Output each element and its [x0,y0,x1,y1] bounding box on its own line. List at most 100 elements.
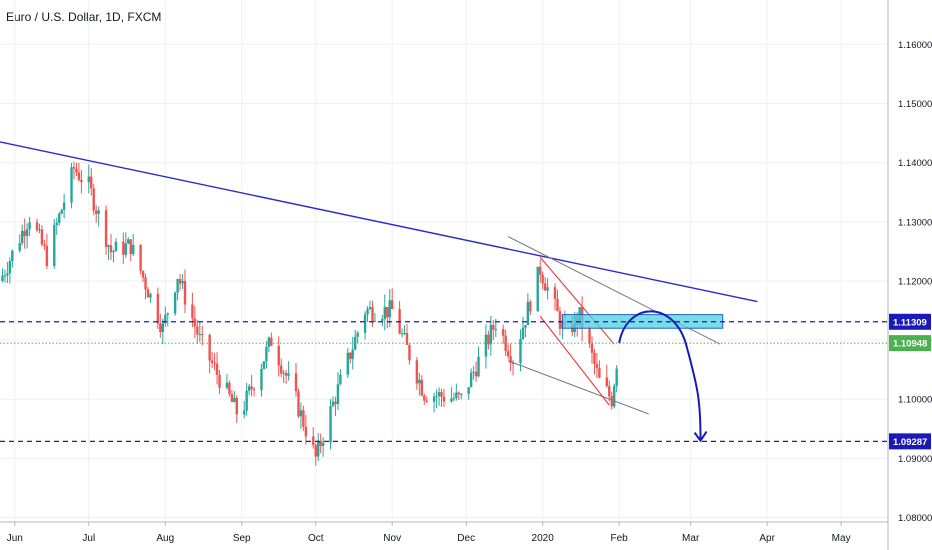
candle-down [40,229,44,245]
candle-down [386,306,389,318]
candle-down [23,230,26,237]
y-tick-label: 1.16000 [898,40,932,51]
candle-up [546,287,549,291]
x-tick-label: Aug [156,533,174,544]
candle-up [25,229,29,237]
candle-up [247,386,251,391]
candle-up [317,440,320,457]
candle-down [319,440,322,446]
candle-up [260,368,263,391]
candle-up [383,306,386,320]
candle-down [284,372,288,376]
current-price-label-bg [889,335,931,352]
candle-down [595,363,599,369]
candle-up [55,222,58,226]
candle-up [460,393,463,395]
candle-down [72,167,76,169]
y-tick-label: 1.13000 [898,217,932,228]
candle-down [391,300,394,310]
candle-down [543,283,547,291]
x-tick-label: 2020 [532,533,555,544]
candle-up [8,261,12,274]
candle-down [349,352,352,359]
candle-down [304,426,308,437]
candle-up [132,244,135,255]
candle-up [107,245,110,248]
candle-up [28,222,31,230]
candle-down [553,287,557,299]
candle-down [277,345,280,366]
candle-up [233,397,236,402]
candle-up [519,338,522,364]
chart-title: Euro / U.S. Dollar, 1D, FXCM [6,10,162,24]
candle-up [18,243,21,251]
candle-down [77,172,81,180]
candle-down [502,329,505,336]
candle-up [127,239,130,244]
candle-down [312,436,315,446]
candle-down [178,279,182,284]
candle-up [477,356,480,377]
candle-down [156,293,160,324]
candle-up [321,442,325,446]
candle-up [381,319,384,321]
candle-up [243,410,246,415]
candle-up [489,324,493,345]
candle-down [415,360,419,384]
candle-up [472,371,475,373]
candle-down [146,289,150,298]
candle-down [610,396,613,407]
current-price-label: 1.10948 [893,339,927,350]
candle-down [95,210,98,214]
candle-down [90,176,93,189]
candle-up [467,387,470,394]
candle-down [302,410,305,427]
candle-up [363,314,367,333]
candle-down [280,365,283,374]
x-tick-label: Apr [759,533,775,544]
candle-up [329,405,332,443]
candle-up [114,241,118,252]
projection-arrow-head [693,431,708,443]
candle-up [400,333,404,335]
candle-down [129,239,132,255]
candle-up [388,300,391,318]
candle-down [201,334,204,336]
candle-down [408,344,411,361]
candle-up [299,410,303,417]
candle-up [149,293,152,298]
candle-up [21,230,24,244]
x-tick-label: Jun [7,533,23,544]
candle-down [122,241,125,255]
candle-up [339,374,342,385]
x-tick-label: Sep [233,533,251,544]
candle-up [435,396,438,398]
candle-up [356,332,359,337]
y-tick-label: 1.09000 [898,454,932,465]
candle-down [104,210,108,248]
candle-down [608,386,611,397]
candle-up [112,251,115,253]
candle-up [53,225,56,266]
candle-up [262,361,266,369]
candle-down [405,333,409,345]
candle-down [440,392,443,397]
candle-down [556,298,559,312]
candle-down [504,335,507,352]
candle-up [70,167,73,203]
candle-down [487,334,490,345]
candle-up [526,301,530,326]
candle-down [558,311,562,329]
candle-up [265,346,268,362]
candle-down [541,274,544,284]
candle-up [97,210,100,214]
candle-down [511,362,515,364]
candle-down [506,351,510,357]
candle-up [351,349,354,359]
candles-group [1,161,618,466]
candle-down [213,362,216,364]
candle-down [457,392,460,395]
candle-down [314,445,317,457]
y-tick-label: 1.15000 [898,99,932,110]
